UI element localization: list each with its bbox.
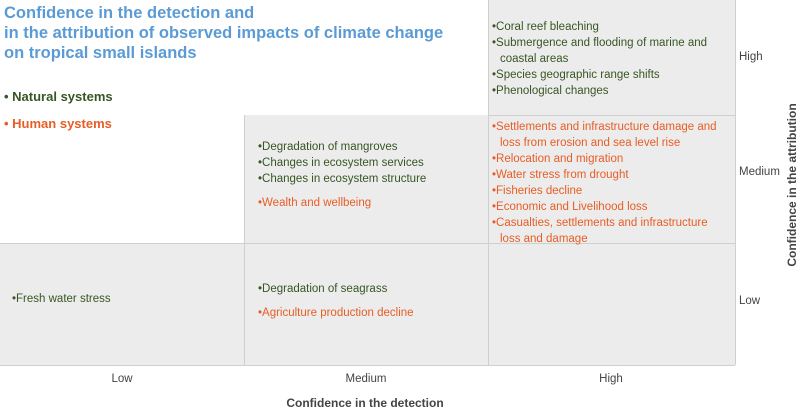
y-tick-high: High — [739, 51, 763, 63]
x-tick-medium: Medium — [345, 373, 387, 385]
legend-natural-systems: • Natural systems — [4, 89, 113, 104]
x-tick-low: Low — [111, 373, 133, 385]
grid-line — [244, 115, 245, 365]
list-item: Changes in ecosystem structure — [258, 171, 483, 187]
grid-line — [0, 243, 735, 244]
list-item: Changes in ecosystem services — [258, 155, 483, 171]
grid-line — [0, 365, 735, 366]
title-line-3: on tropical small islands — [4, 44, 197, 62]
list-item: Water stress from drought — [492, 167, 724, 183]
x-axis-title: Confidence in the detection — [286, 396, 444, 410]
title-line-2: in the attribution of observed impacts o… — [4, 24, 444, 42]
list-item: Phenological changes — [492, 83, 727, 99]
grid-line — [488, 115, 735, 116]
list-item: Fresh water stress — [12, 291, 237, 307]
list-item: Coral reef bleaching — [492, 19, 727, 35]
list-low-low: Fresh water stress — [12, 291, 237, 307]
grid-line — [735, 0, 736, 365]
list-item: Economic and Livelihood loss — [492, 199, 724, 215]
list-item: Fisheries decline — [492, 183, 724, 199]
list-item: Species geographic range shifts — [492, 67, 727, 83]
list-item: Degradation of mangroves — [258, 139, 483, 155]
list-high-high: Coral reef bleaching Submergence and flo… — [492, 19, 727, 99]
list-item: Relocation and migration — [492, 151, 724, 167]
grid-line — [488, 0, 489, 365]
list-item: Submergence and flooding of marine and c… — [492, 35, 727, 67]
list-medium-medium: Degradation of mangroves Changes in ecos… — [258, 139, 483, 211]
y-tick-medium: Medium — [739, 166, 780, 178]
y-tick-low: Low — [739, 295, 761, 307]
list-item: Wealth and wellbeing — [258, 195, 483, 211]
list-item: Settlements and infrastructure damage an… — [492, 119, 724, 151]
list-medium-low: Degradation of seagrass Agriculture prod… — [258, 281, 483, 321]
cell-medium-detection-low-attribution — [244, 243, 488, 365]
list-item: Degradation of seagrass — [258, 281, 483, 297]
legend-human-systems: • Human systems — [4, 116, 112, 131]
list-item: Agriculture production decline — [258, 305, 483, 321]
cell-high-detection-low-attribution — [488, 243, 735, 365]
x-tick-high: High — [599, 373, 623, 385]
list-item: Casualties, settlements and infrastructu… — [492, 215, 724, 247]
y-axis-title: Confidence in the attribution — [785, 103, 799, 267]
title-line-1: Confidence in the detection and — [4, 4, 255, 22]
list-high-medium: Settlements and infrastructure damage an… — [492, 119, 724, 247]
page-title: Confidence in the detection and in the a… — [4, 3, 484, 63]
